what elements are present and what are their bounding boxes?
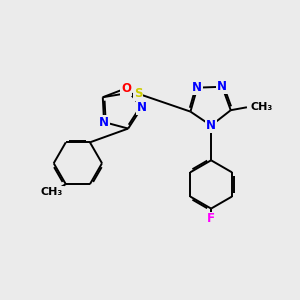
Text: S: S [134,87,142,100]
Text: N: N [217,80,227,93]
Text: CH₃: CH₃ [41,187,63,196]
Text: O: O [121,82,131,95]
Text: CH₃: CH₃ [250,102,273,112]
Text: N: N [99,116,109,129]
Text: N: N [206,119,216,132]
Text: N: N [137,101,147,114]
Text: N: N [192,81,202,94]
Text: F: F [207,212,215,225]
